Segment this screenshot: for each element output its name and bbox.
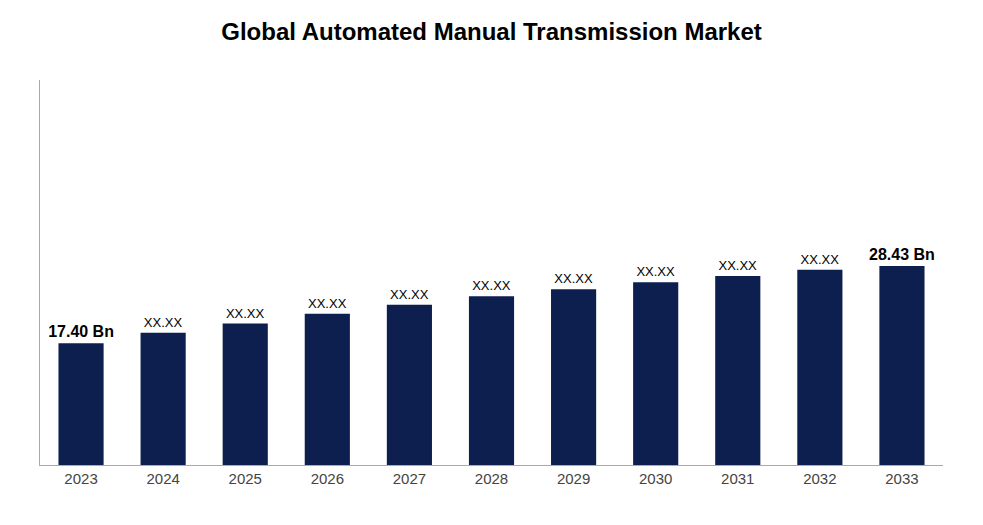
svg-text:2027: 2027 [393,470,426,487]
svg-text:XX.XX: XX.XX [554,271,593,286]
svg-text:XX.XX: XX.XX [308,296,347,311]
svg-text:2026: 2026 [311,470,344,487]
svg-text:XX.XX: XX.XX [472,278,511,293]
svg-text:28.43 Bn: 28.43 Bn [869,246,935,263]
svg-text:17.40 Bn: 17.40 Bn [48,323,114,340]
svg-text:XX.XX: XX.XX [801,252,840,267]
svg-text:2023: 2023 [64,470,97,487]
svg-text:XX.XX: XX.XX [636,264,675,279]
svg-text:2029: 2029 [557,470,590,487]
svg-text:Global Automated Manual Transm: Global Automated Manual Transmission Mar… [221,18,762,45]
svg-text:2028: 2028 [475,470,508,487]
svg-text:2030: 2030 [639,470,672,487]
svg-text:2025: 2025 [229,470,262,487]
svg-text:XX.XX: XX.XX [226,306,265,321]
svg-text:XX.XX: XX.XX [718,258,757,273]
svg-text:2024: 2024 [146,470,179,487]
svg-text:XX.XX: XX.XX [144,315,183,330]
svg-text:XX.XX: XX.XX [390,287,429,302]
svg-text:2031: 2031 [721,470,754,487]
svg-text:2032: 2032 [803,470,836,487]
svg-text:2033: 2033 [885,470,918,487]
